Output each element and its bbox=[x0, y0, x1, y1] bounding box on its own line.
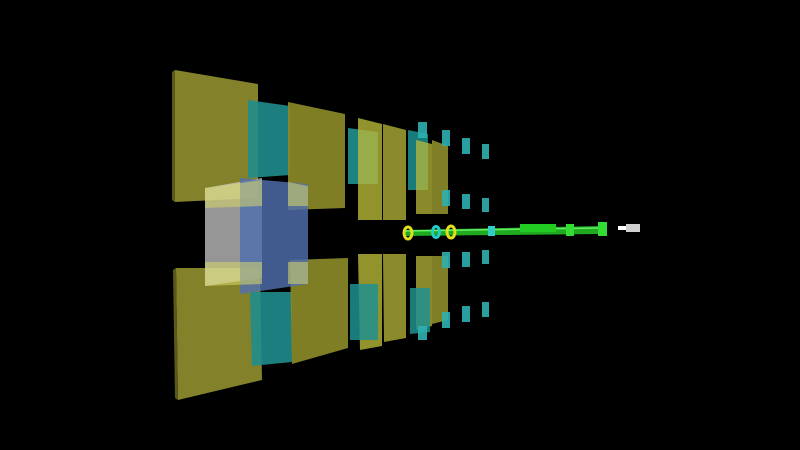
cyan-module bbox=[462, 252, 470, 267]
yellow-ring bbox=[402, 225, 414, 241]
source-block bbox=[626, 224, 640, 232]
yellow-panel-l2-top-c bbox=[416, 140, 432, 214]
beam-magnet bbox=[598, 222, 607, 236]
olive-panel-outer-top bbox=[175, 70, 258, 202]
cyan-module bbox=[462, 306, 470, 322]
beam-segment bbox=[520, 224, 556, 232]
yellow-panel-right-top bbox=[288, 182, 308, 206]
beam-magnet bbox=[488, 226, 495, 236]
cyan-ring bbox=[431, 225, 441, 239]
yellow-panel-l2-top-a bbox=[358, 118, 382, 220]
yellow-panel-l2-top-b bbox=[383, 124, 406, 220]
olive-panel-mid-top bbox=[288, 102, 345, 210]
far-detector-layers bbox=[418, 122, 489, 340]
outer-detector-layer bbox=[172, 70, 348, 400]
yellow-panel-l2-bottom-b bbox=[383, 254, 406, 342]
cyan-module bbox=[482, 302, 489, 317]
cyan-panel-l2-bottom-b bbox=[410, 288, 430, 334]
cyan-module bbox=[482, 144, 489, 159]
yellow-panel-left-top bbox=[205, 180, 262, 208]
yellow-panel-right-bottom bbox=[288, 262, 308, 284]
cyan-module bbox=[418, 122, 427, 138]
olive-panel-outer-bottom bbox=[176, 268, 262, 400]
cyan-panel-l2-bottom bbox=[350, 284, 378, 340]
cyan-module bbox=[442, 130, 450, 146]
cyan-module bbox=[442, 190, 450, 206]
cyan-panel-outer-bottom bbox=[250, 292, 292, 366]
central-block bbox=[205, 178, 308, 294]
source-tip bbox=[618, 226, 626, 230]
cyan-module bbox=[482, 250, 489, 264]
second-detector-layer bbox=[348, 118, 448, 350]
cyan-module bbox=[462, 194, 470, 209]
cyan-module bbox=[418, 326, 427, 340]
yellow-panel-left-bottom bbox=[205, 262, 262, 286]
cyan-module bbox=[442, 312, 450, 328]
yellow-panel-l2-bottom-d bbox=[432, 256, 448, 324]
olive-panel-outer-bottom-edge bbox=[173, 268, 178, 400]
cyan-module bbox=[442, 252, 450, 268]
cyan-module bbox=[482, 198, 489, 212]
beam-magnet bbox=[566, 224, 574, 236]
cyan-panel-outer-top bbox=[248, 100, 290, 178]
yellow-ring bbox=[445, 224, 457, 240]
olive-panel-outer-top-edge bbox=[172, 70, 175, 202]
cyan-module bbox=[462, 138, 470, 154]
beam-line bbox=[402, 222, 640, 241]
